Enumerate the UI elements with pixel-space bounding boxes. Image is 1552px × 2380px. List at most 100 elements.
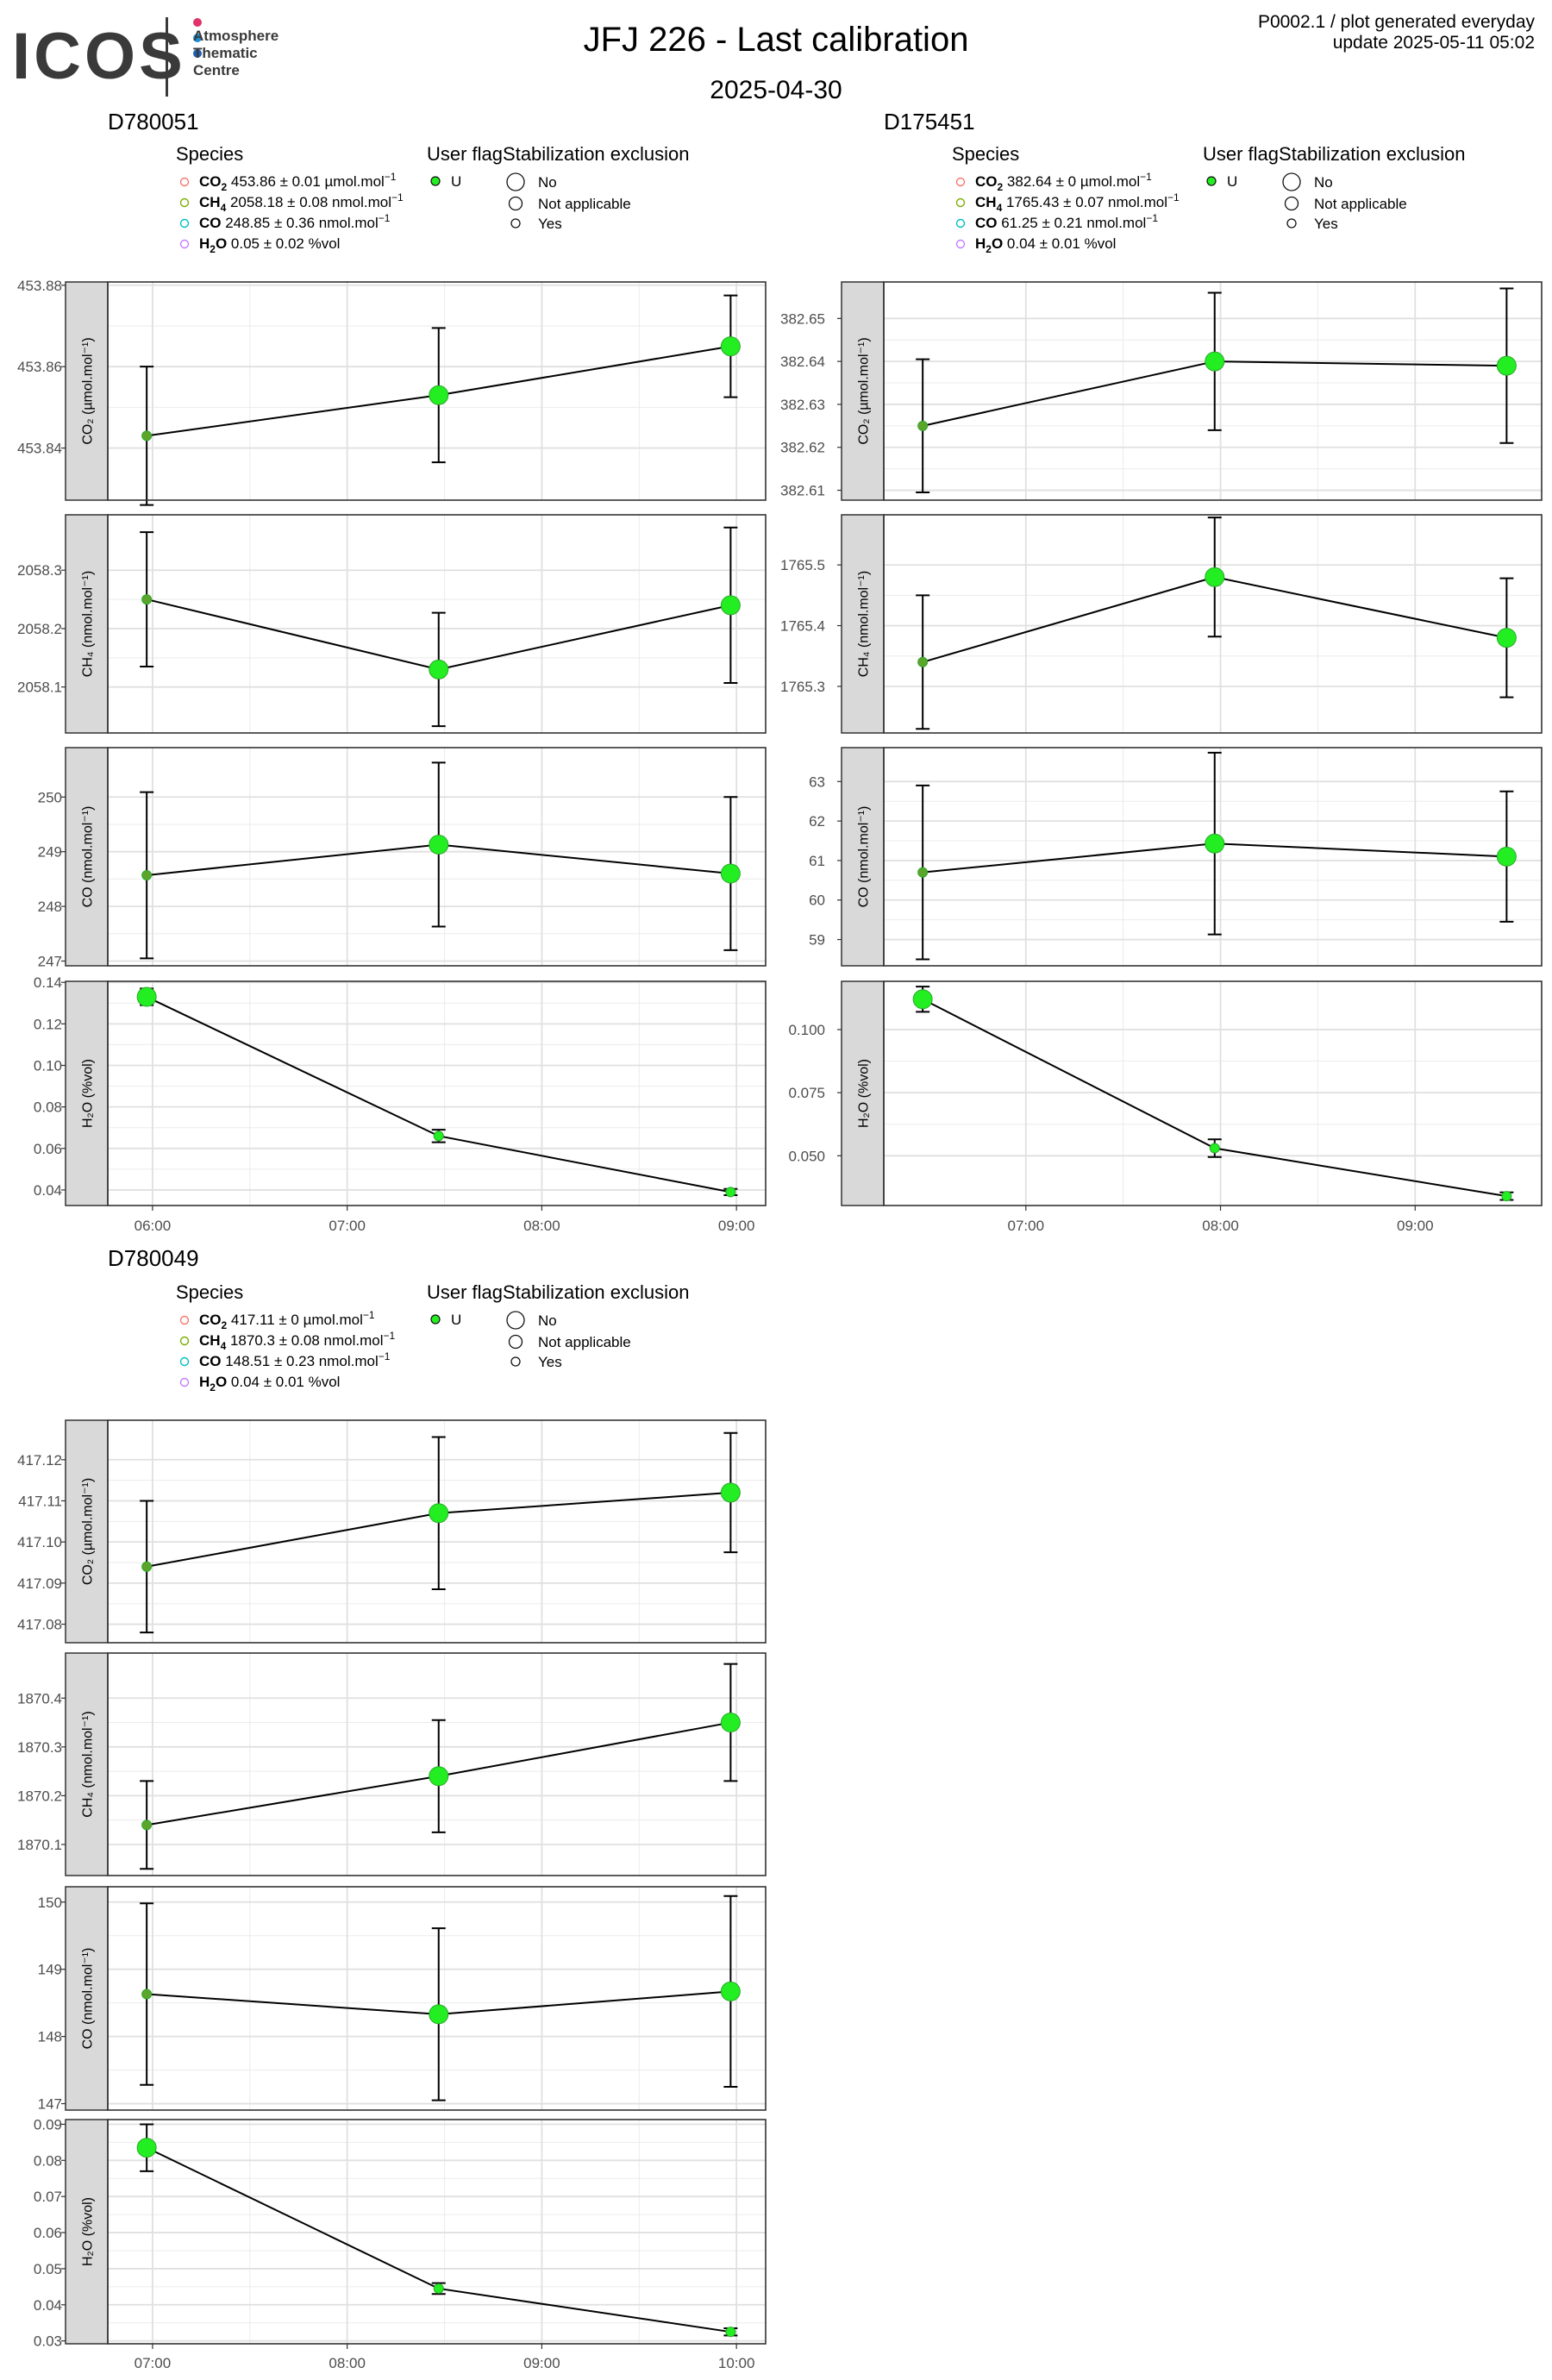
- panel-strip: [841, 747, 885, 967]
- legend-species-key: [179, 239, 190, 249]
- y-tick-label: 0.100: [788, 1022, 825, 1038]
- legend-user-flag-key: [1206, 176, 1217, 186]
- y-tick-label: 247: [38, 954, 62, 970]
- y-tick-label: 0.03: [34, 2333, 62, 2350]
- legend-stab-yes-key: [510, 218, 521, 229]
- panel-background: [884, 515, 1542, 733]
- legend-user-flag-key: [430, 176, 441, 186]
- y-tick-label: 417.11: [18, 1493, 62, 1509]
- panel-strip: [841, 514, 885, 734]
- x-tick-label: 08:00: [523, 1218, 560, 1234]
- legend-species-label: CO2 453.86 ± 0.01 µmol.mol−1: [199, 171, 397, 193]
- panel-border: [883, 281, 1543, 501]
- panel-strip: [841, 980, 885, 1206]
- legend-flag-title: User flagStabilization exclusion: [1203, 143, 1466, 165]
- legend-species-key: [179, 1336, 190, 1346]
- data-point: [141, 869, 153, 880]
- y-tick-label: 59: [809, 932, 825, 949]
- legend-species-label: CH4 1765.43 ± 0.07 nmol.mol−1: [975, 191, 1180, 214]
- legend-stab-na-label: Not applicable: [538, 1334, 631, 1350]
- data-point: [429, 834, 449, 855]
- legend-species-key: [179, 1356, 190, 1367]
- data-point: [136, 2138, 157, 2158]
- logo-dot-blue: [193, 34, 202, 42]
- legend-species-key: [955, 197, 966, 208]
- panel-CH4: CH₄ (nmol.mol⁻¹) 1870.1 1870.2 1870.3 1870.4: [17, 1652, 767, 1876]
- legend-species-key: [955, 239, 966, 249]
- panel-strip: [65, 980, 109, 1206]
- y-tick-label: 1870.2: [17, 1788, 62, 1804]
- legend-species-title: Species: [952, 143, 1019, 165]
- y-tick-label: 417.08: [17, 1617, 62, 1633]
- instrument-title: D780049: [108, 1245, 199, 1271]
- panel-border: [883, 514, 1543, 734]
- y-tick-label: 1870.1: [17, 1837, 62, 1853]
- y-tick-label: 2058.2: [17, 621, 62, 637]
- y-axis-label: CH₄ (nmol.mol⁻¹): [857, 571, 872, 677]
- data-point: [429, 1503, 449, 1524]
- data-point: [141, 1989, 153, 2000]
- y-tick-label: 453.84: [17, 441, 62, 457]
- y-axis-label: CO₂ (µmol.mol⁻¹): [857, 337, 872, 444]
- y-tick-label: 147: [38, 2096, 62, 2113]
- data-point: [917, 867, 929, 878]
- panel-CH4: CH₄ (nmol.mol⁻¹) 2058.1 2058.2 2058.3: [17, 514, 767, 734]
- panel-border: [107, 747, 767, 967]
- page-header: ICOS Atmosphere Thematic Centre JFJ 226 …: [0, 0, 1552, 112]
- data-point: [720, 863, 741, 884]
- y-tick-label: 0.06: [34, 2225, 62, 2241]
- legend-stab-yes-key: [510, 1356, 521, 1367]
- panel-background: [884, 282, 1542, 500]
- data-point: [725, 1187, 736, 1198]
- y-axis-label: CO (nmol.mol⁻¹): [81, 1948, 96, 2050]
- legend-user-flag-label: U: [451, 173, 461, 190]
- data-point: [433, 1130, 444, 1142]
- y-tick-label: 62: [809, 813, 825, 830]
- y-tick-label: 148: [38, 2029, 62, 2045]
- chart-D780051: D780051 Species CO2 453.86 ± 0.01 µmol.mol…: [17, 109, 767, 1234]
- data-point: [141, 1819, 153, 1831]
- y-tick-label: 0.12: [34, 1016, 62, 1032]
- panel-border: [107, 1886, 767, 2111]
- panel-CO2: CO₂ (µmol.mol⁻¹) 382.61 382.62 382.63 382.64…: [780, 281, 1543, 501]
- x-tick-label: 07:00: [329, 1218, 366, 1234]
- y-tick-label: 0.04: [34, 2297, 62, 2314]
- logo-subtitle: Atmosphere Thematic Centre: [193, 28, 279, 78]
- panel-background: [108, 515, 766, 733]
- x-tick-label: 06:00: [135, 1218, 172, 1234]
- legend-species-label: H2O 0.04 ± 0.01 %vol: [975, 235, 1116, 255]
- legend-stab-na-label: Not applicable: [1314, 196, 1407, 212]
- meta-product-line: P0002.1 / plot generated everyday: [1257, 12, 1535, 32]
- panel-border: [107, 1652, 767, 1876]
- data-point: [720, 1713, 741, 1733]
- legend-species-label: H2O 0.04 ± 0.01 %vol: [199, 1374, 340, 1394]
- data-point: [1496, 355, 1517, 376]
- x-tick-label: 07:00: [1008, 1218, 1045, 1234]
- y-tick-label: 0.08: [34, 2152, 62, 2169]
- y-axis-label: CO (nmol.mol⁻¹): [81, 806, 96, 908]
- legend-stab-no-label: No: [1314, 174, 1333, 191]
- legend-stab-no-key: [506, 172, 525, 191]
- legend-stab-yes-label: Yes: [538, 216, 562, 232]
- x-tick-label: 07:00: [135, 2355, 172, 2371]
- panel-border: [883, 747, 1543, 967]
- legend-species-key: [179, 197, 190, 208]
- panel-H2O: H₂O (%vol) 0.04 0.06 0.08 0.10 0.12 0.14: [34, 974, 767, 1206]
- data-point: [429, 659, 449, 680]
- data-point: [917, 420, 929, 431]
- y-axis-label: CO (nmol.mol⁻¹): [857, 806, 872, 908]
- y-tick-label: 0.14: [34, 974, 62, 991]
- panel-CH4: CH₄ (nmol.mol⁻¹) 1765.3 1765.4 1765.5: [780, 514, 1543, 734]
- logo-dots: [193, 16, 204, 62]
- data-point: [429, 1766, 449, 1787]
- x-tick-label: 08:00: [329, 2355, 366, 2371]
- legend-species-label: CO2 382.64 ± 0 µmol.mol−1: [975, 171, 1152, 193]
- data-point: [136, 986, 157, 1007]
- y-tick-label: 453.88: [17, 278, 62, 294]
- data-point: [429, 2004, 449, 2025]
- legend-species-label: CO 148.51 ± 0.23 nmol.mol−1: [199, 1350, 391, 1369]
- y-tick-label: 417.10: [17, 1534, 62, 1550]
- y-axis-label: H₂O (%vol): [81, 2197, 96, 2266]
